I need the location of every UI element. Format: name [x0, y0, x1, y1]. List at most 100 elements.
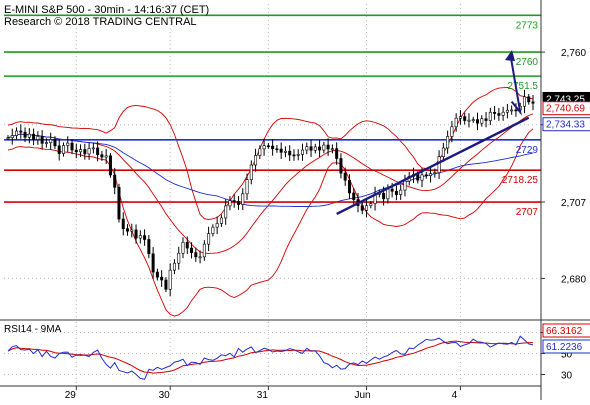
candle-body [91, 147, 95, 150]
candle-body [36, 136, 40, 140]
level-label: 2751.5 [507, 81, 538, 92]
rsi-badge-box [542, 339, 590, 354]
candle-body [6, 137, 10, 139]
candle-body [531, 101, 535, 104]
candle-body [160, 276, 164, 281]
candle-body [454, 117, 458, 128]
price-badge-box [542, 101, 590, 116]
candle-body [441, 147, 445, 158]
candle-body [522, 96, 526, 107]
candle-body [249, 164, 253, 180]
candle-body [424, 174, 428, 177]
candle-body [27, 133, 31, 138]
candle-body [386, 188, 390, 200]
candle-body [207, 233, 211, 245]
candle-body [40, 136, 44, 144]
candle-body [254, 155, 258, 166]
candle-body [510, 109, 514, 112]
candles-layer [6, 89, 535, 297]
candle-body [382, 192, 386, 200]
candle-body [151, 253, 155, 273]
candle-body [232, 200, 236, 202]
candle-body [258, 148, 262, 156]
price-badge: 2,740.69 [546, 104, 585, 115]
rsi-badge-box [542, 323, 590, 338]
candle-body [399, 189, 403, 195]
candle-body [130, 229, 134, 232]
candle-body [480, 118, 484, 124]
time-tick-label: 30 [159, 390, 171, 400]
candle-body [155, 271, 159, 278]
price-tick-label: 2,707 [561, 198, 586, 209]
candle-body [19, 130, 23, 133]
time-tick-label: 4 [452, 390, 458, 400]
forecast-arrow-head [505, 50, 515, 62]
candle-body [403, 180, 407, 191]
candle-body [121, 218, 125, 229]
rsi-line [7, 335, 534, 380]
level-label: 2760 [516, 57, 539, 68]
moving-average-layer [7, 113, 534, 254]
candle-body [420, 174, 424, 181]
rising-support-trendline [336, 116, 530, 215]
candle-body [219, 217, 223, 224]
candle-body [301, 149, 305, 155]
candle-body [275, 148, 279, 151]
candle-body [446, 136, 450, 149]
candle-body [44, 142, 48, 144]
candle-body [134, 229, 138, 239]
candle-body [484, 118, 488, 121]
candle-body [450, 126, 454, 137]
candle-body [352, 192, 356, 200]
time-tick-label: 29 [65, 390, 77, 400]
chart-credit: Research © 2018 TRADING CENTRAL [4, 16, 197, 28]
candle-body [429, 173, 433, 177]
level-label: 2707 [516, 207, 539, 218]
candle-body [467, 119, 471, 122]
candle-body [49, 139, 53, 143]
candle-body [194, 252, 198, 258]
candle-body [211, 226, 215, 234]
candle-body [100, 154, 104, 158]
candle-body [181, 242, 185, 254]
candle-body [172, 262, 176, 271]
candle-body [245, 179, 249, 195]
candle-body [104, 155, 108, 158]
time-tick-label: Jun [354, 390, 370, 400]
candle-body [313, 146, 317, 151]
level-label: 2773 [516, 20, 539, 31]
candle-body [365, 205, 369, 211]
candle-body [416, 174, 420, 181]
rsi-badge: 61.2236 [546, 342, 583, 353]
candle-body [61, 145, 65, 154]
candle-body [266, 145, 270, 148]
candle-body [433, 172, 437, 174]
forecast-arrow-path [510, 57, 522, 116]
candle-body [292, 154, 296, 157]
candle-body [394, 190, 398, 195]
candle-body [335, 148, 339, 159]
candle-body [66, 142, 70, 146]
candle-body [488, 111, 492, 121]
candle-body [87, 148, 91, 155]
rsi-badge: 66.3162 [546, 326, 583, 337]
candle-body [339, 158, 343, 174]
bollinger-upper-band [7, 87, 534, 220]
price-badge: 2,743.25 [546, 94, 585, 105]
candle-body [74, 149, 78, 153]
candle-body [322, 144, 326, 151]
candle-body [96, 147, 100, 156]
candle-body [32, 133, 36, 140]
candle-body [458, 116, 462, 119]
rsi-tick-label: 30 [561, 371, 573, 382]
slow-moving-average [7, 133, 534, 207]
candle-body [505, 109, 509, 113]
candle-body [70, 142, 74, 151]
candle-body [347, 179, 351, 194]
candle-body [360, 205, 364, 211]
candle-body [501, 111, 505, 116]
rsi-title: RSI14 - 9MA [4, 324, 62, 335]
